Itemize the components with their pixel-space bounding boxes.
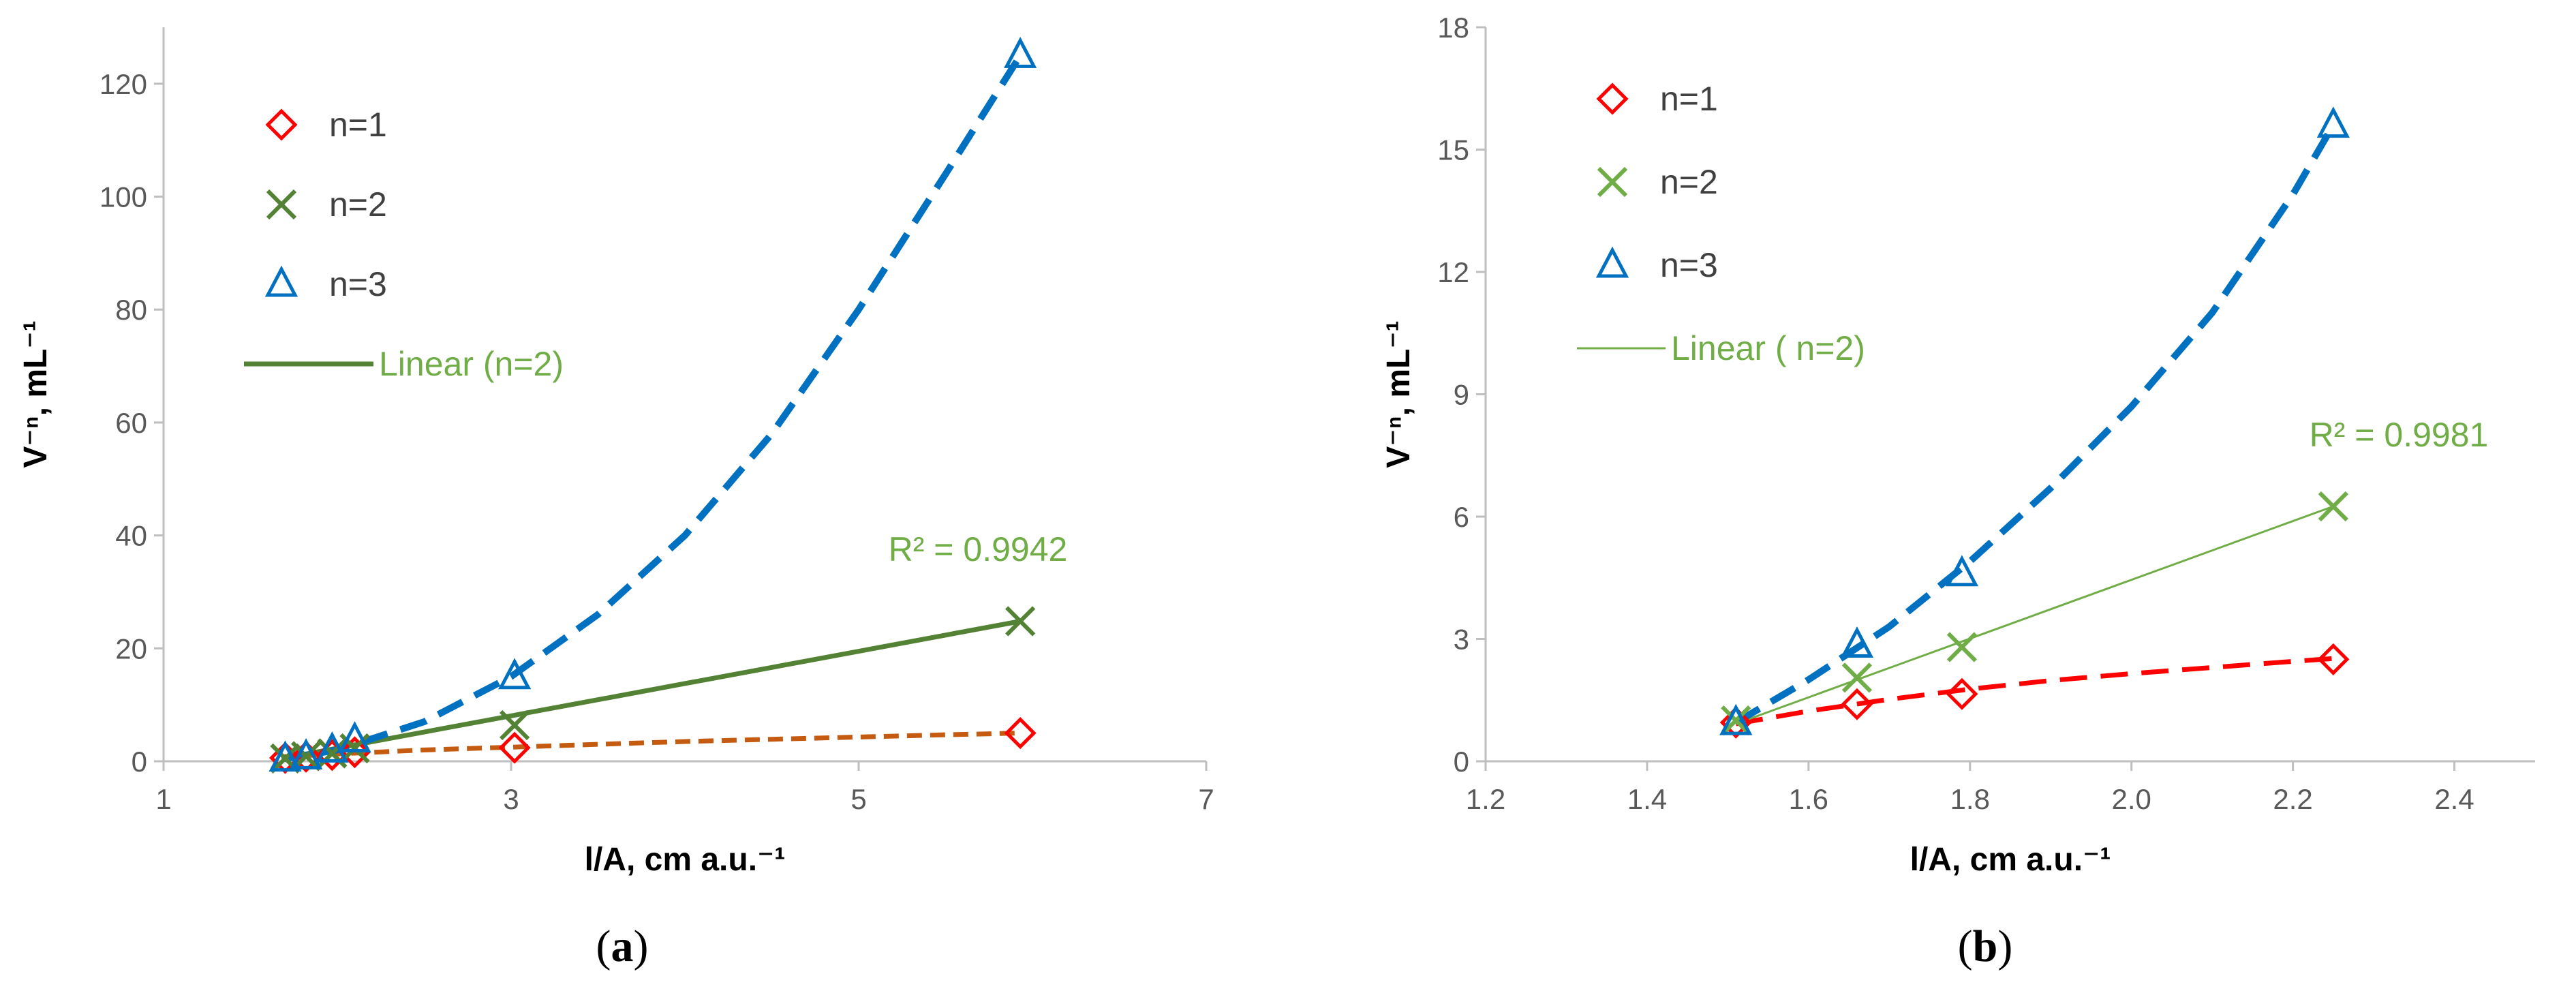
r-squared-label: R² = 0.9981 xyxy=(2310,416,2489,454)
y-axis-title: V⁻ⁿ, mL⁻¹ xyxy=(18,320,54,468)
x-tick-label: 5 xyxy=(850,783,866,815)
data-point-n=1 xyxy=(498,731,531,764)
y-tick-label: 80 xyxy=(115,294,147,326)
y-tick-label: 6 xyxy=(1454,501,1469,533)
legend-label: n=3 xyxy=(329,265,387,303)
y-tick-label: 20 xyxy=(115,632,147,664)
y-tick-label: 18 xyxy=(1437,12,1469,44)
y-tick-label: 9 xyxy=(1454,379,1469,411)
legend-label: Linear ( n=2) xyxy=(1671,329,1865,367)
y-tick-label: 12 xyxy=(1437,256,1469,288)
legend-label: Linear (n=2) xyxy=(379,345,564,383)
y-tick-label: 60 xyxy=(115,407,147,439)
trendline-n=3 xyxy=(1734,123,2337,726)
legend-marker-n=3 xyxy=(1595,246,1629,278)
y-tick-label: 100 xyxy=(99,181,147,213)
legend-label: n=1 xyxy=(1660,80,1718,118)
trendline-n=2 xyxy=(281,619,1021,761)
trendline-n=1 xyxy=(281,731,1021,759)
legend-marker-n=2 xyxy=(1597,166,1628,198)
x-tick-label: 3 xyxy=(503,783,519,815)
legend-marker-n=1 xyxy=(265,108,298,141)
data-point-n=3 xyxy=(289,738,323,769)
data-point-n=1 xyxy=(290,740,322,773)
data-point-n=1 xyxy=(1004,717,1037,750)
x-tick-label: 1.8 xyxy=(1950,783,1990,815)
trendline-n=1 xyxy=(1735,656,2334,727)
y-tick-label: 3 xyxy=(1454,624,1469,656)
legend-label: n=2 xyxy=(329,185,387,224)
data-point-n=3 xyxy=(1004,37,1037,68)
data-point-n=2 xyxy=(499,709,530,741)
y-axis-title: V⁻ⁿ, mL⁻¹ xyxy=(1381,320,1417,468)
y-tick-label: 15 xyxy=(1437,134,1469,166)
data-point-n=3 xyxy=(338,721,371,753)
legend-marker-n=2 xyxy=(266,189,297,220)
data-point-n=3 xyxy=(269,740,302,772)
legend: n=1 n=2 n=3 Linear ( n=2) xyxy=(1577,80,1865,367)
x-tick-label: 2.2 xyxy=(2273,783,2312,815)
data-point-n=1 xyxy=(338,736,371,769)
data-point-n=3 xyxy=(2316,106,2350,138)
y-tick-label: 0 xyxy=(132,746,147,778)
x-tick-label: 1.4 xyxy=(1627,783,1667,815)
panel-a: 0 20 40 60 80 100 120 1 3 5 7 l/A, cm a.u.⁻¹ V⁻ⁿ, mL… xyxy=(18,27,1214,971)
legend-label: n=1 xyxy=(329,106,387,144)
x-tick-label: 1.2 xyxy=(1466,783,1505,815)
legend-label: n=3 xyxy=(1660,246,1718,284)
y-tick-label: 0 xyxy=(1454,746,1469,778)
data-point-n=2 xyxy=(1005,606,1036,637)
trendline-n=3 xyxy=(281,53,1024,763)
legend-label: n=2 xyxy=(1660,163,1718,201)
data-point-n=2 xyxy=(1841,662,1873,693)
data-point-n=1 xyxy=(1719,706,1752,739)
r-squared-label: R² = 0.9942 xyxy=(889,530,1068,568)
data-point-n=1 xyxy=(2317,643,2350,675)
panel-b: 0 3 6 9 12 15 18 1.2 1.4 1.6 1.8 2.0 2.2 2.4 l/A, cm a… xyxy=(1381,12,2535,971)
data-point-n=2 xyxy=(2318,491,2348,522)
trendline-n=2 xyxy=(1735,505,2334,725)
y-tick-label: 40 xyxy=(115,520,147,552)
legend-marker-n=1 xyxy=(1596,82,1629,115)
data-point-n=3 xyxy=(1945,555,1979,587)
legend-marker-n=3 xyxy=(264,265,298,297)
data-point-n=3 xyxy=(1840,626,1874,658)
panel-caption: (b) xyxy=(1958,921,2013,971)
data-point-n=2 xyxy=(1721,705,1751,736)
x-tick-label: 1.6 xyxy=(1789,783,1828,815)
x-axis-title: l/A, cm a.u.⁻¹ xyxy=(585,842,786,878)
data-point-n=1 xyxy=(1841,688,1873,720)
data-point-n=3 xyxy=(316,731,349,763)
x-tick-label: 2.4 xyxy=(2434,783,2474,815)
data-point-n=2 xyxy=(1946,632,1978,662)
x-tick-label: 1 xyxy=(155,783,171,815)
x-axis-title: l/A, cm a.u.⁻¹ xyxy=(1910,842,2111,878)
legend: n=1 n=2 n=3 Linear (n=2) xyxy=(244,106,564,383)
x-tick-label: 2.0 xyxy=(2111,783,2151,815)
panel-caption: (a) xyxy=(596,921,649,971)
data-point-n=3 xyxy=(1719,703,1753,735)
data-point-n=1 xyxy=(1946,677,1978,710)
data-point-n=3 xyxy=(497,658,532,690)
x-tick-label: 7 xyxy=(1198,783,1214,815)
y-tick-label: 120 xyxy=(99,68,147,100)
